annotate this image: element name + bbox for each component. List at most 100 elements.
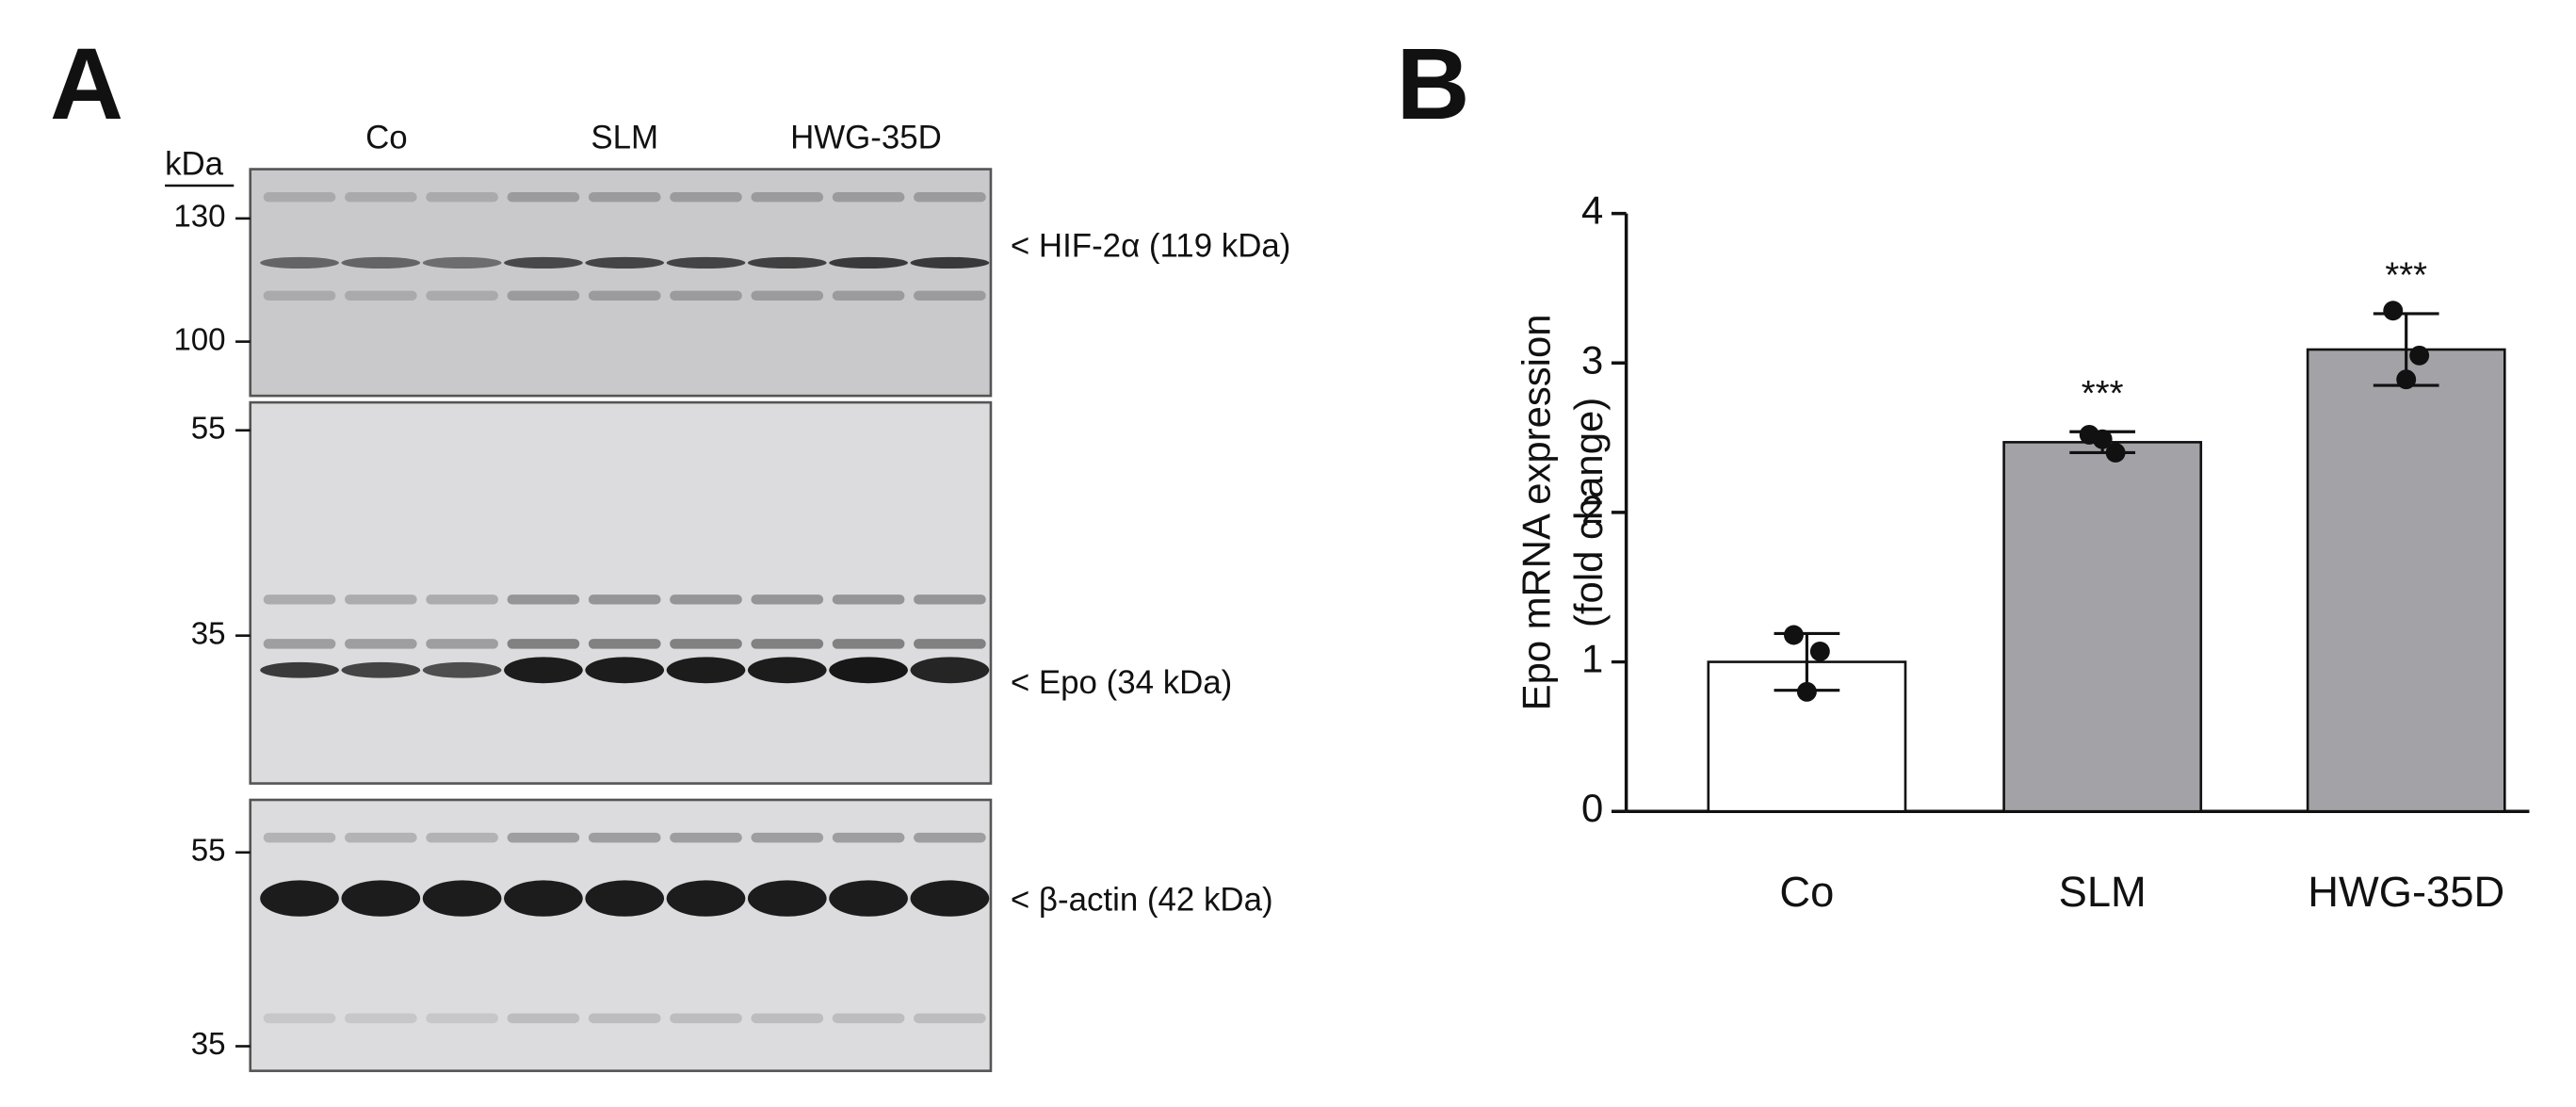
x-tick-label: Co (1779, 868, 1834, 916)
y-tick-label: 2 (1581, 487, 1603, 531)
data-point (2383, 301, 2404, 321)
data-point (1796, 681, 1817, 702)
blot-faint-band (914, 290, 986, 301)
data-point (2105, 443, 2126, 463)
significance: *** (2385, 255, 2427, 296)
blot-frame (249, 798, 993, 1072)
blot-faint-band (751, 290, 824, 301)
blot-faint-band (914, 594, 986, 605)
blot-band (260, 880, 339, 917)
blot-band (910, 657, 990, 684)
blot-faint-band (426, 191, 498, 203)
blot-faint-band (670, 832, 742, 843)
blot-faint-band (670, 1013, 742, 1024)
blot-faint-band (832, 290, 905, 301)
blot-band (585, 880, 665, 917)
bar (2306, 348, 2506, 813)
blot-faint-band (914, 191, 986, 203)
y-axis-title: Epo mRNA expression (fold change) (1514, 315, 1611, 711)
blot-faint-band (344, 1013, 417, 1024)
blot-faint-band (426, 290, 498, 301)
blot-faint-band (507, 832, 580, 843)
data-point (2396, 369, 2417, 390)
blot-faint-band (263, 1013, 336, 1024)
blot-faint-band (426, 639, 498, 649)
blot-faint-band (507, 290, 580, 301)
blot-faint-band (426, 594, 498, 605)
y-tick-label: 4 (1581, 188, 1603, 233)
blot-faint-band (751, 639, 824, 649)
blot-band (422, 256, 502, 269)
marker-label: 100 (173, 322, 225, 357)
blot-band (747, 657, 827, 684)
blot-band (666, 880, 746, 917)
blot-faint-band (670, 290, 742, 301)
blot-band (666, 657, 746, 684)
blot-faint-band (914, 1013, 986, 1024)
blot-faint-band (914, 832, 986, 843)
blot-band (829, 657, 908, 684)
blot-faint-band (588, 639, 661, 649)
blot-faint-band (344, 290, 417, 301)
x-tick-label: HWG-35D (2308, 868, 2504, 916)
data-point (1783, 625, 1804, 645)
blot-band (747, 880, 827, 917)
bar (2002, 441, 2203, 813)
lane-group-label: SLM (591, 119, 658, 155)
blot-faint-band (751, 832, 824, 843)
blot-band (910, 880, 990, 917)
band-label: < Epo (34 kDa) (1011, 664, 1232, 701)
significance: *** (2082, 373, 2124, 414)
band-label: < HIF-2α (119 kDa) (1011, 227, 1291, 264)
data-point (2409, 345, 2430, 366)
blot-faint-band (507, 594, 580, 605)
unit-label: kDa (165, 145, 224, 182)
blot-band (829, 256, 908, 269)
blot-faint-band (426, 1013, 498, 1024)
blot-faint-band (426, 832, 498, 843)
blot-faint-band (507, 639, 580, 649)
lane-group-label: Co (365, 119, 408, 155)
marker-label: 55 (191, 412, 226, 447)
blot-faint-band (832, 594, 905, 605)
blot-faint-band (832, 1013, 905, 1024)
blot-band (422, 661, 502, 678)
blot-faint-band (507, 1013, 580, 1024)
blot-band (504, 880, 583, 917)
blot-faint-band (263, 639, 336, 649)
blot-faint-band (344, 594, 417, 605)
blot-faint-band (263, 832, 336, 843)
blot-faint-band (344, 191, 417, 203)
blot-faint-band (263, 191, 336, 203)
panel-letter: A (50, 26, 123, 140)
blot-faint-band (832, 639, 905, 649)
blot-faint-band (832, 832, 905, 843)
blot-faint-band (751, 191, 824, 203)
blot-band (422, 880, 502, 917)
blot-faint-band (670, 191, 742, 203)
blot-faint-band (263, 594, 336, 605)
blot-faint-band (588, 594, 661, 605)
blot-band (585, 657, 665, 684)
y-tick-label: 1 (1581, 637, 1603, 681)
blot-faint-band (263, 290, 336, 301)
blot-band (829, 880, 908, 917)
blot-band (341, 256, 421, 269)
data-point (2092, 429, 2113, 449)
blot-faint-band (344, 639, 417, 649)
x-tick-label: SLM (2059, 868, 2147, 916)
data-point (1809, 641, 1830, 661)
blot-faint-band (588, 290, 661, 301)
marker-label: 130 (173, 200, 225, 235)
blot-faint-band (344, 832, 417, 843)
blot-frame (249, 400, 993, 785)
blot-faint-band (670, 639, 742, 649)
blot-faint-band (588, 191, 661, 203)
blot-band (747, 256, 827, 269)
blot-band (666, 256, 746, 269)
blot-faint-band (832, 191, 905, 203)
blot-band (504, 657, 583, 684)
panel-letter: B (1397, 26, 1470, 140)
blot-band (910, 256, 990, 269)
blot-band (341, 661, 421, 678)
